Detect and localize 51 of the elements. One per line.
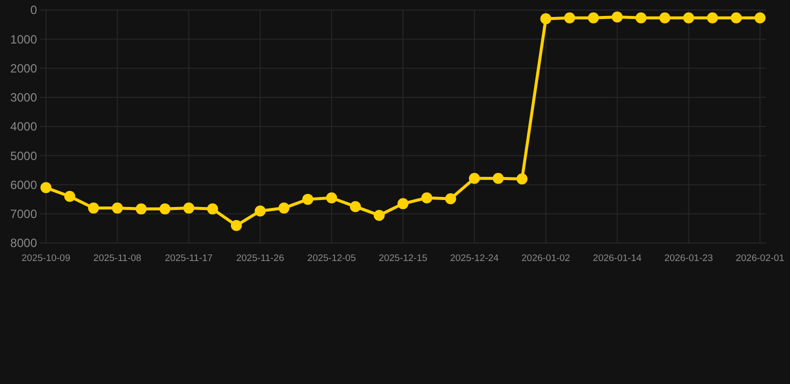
point — [706, 12, 718, 24]
point — [88, 202, 100, 214]
point — [136, 203, 147, 214]
x-tick-label: 2025-11-26 — [236, 253, 284, 264]
y-tick-label: 0 — [30, 3, 38, 18]
point — [659, 12, 670, 24]
point — [516, 173, 528, 184]
point — [754, 12, 766, 24]
y-tick-label: 4000 — [10, 120, 38, 134]
point — [230, 220, 242, 232]
y-tick-label: 6000 — [10, 178, 38, 192]
x-tick-label: 2025-11-17 — [164, 253, 213, 264]
point — [398, 198, 408, 210]
point — [64, 190, 76, 202]
x-tick-label: 2026-02-01 — [736, 253, 784, 264]
point — [112, 202, 123, 214]
point — [683, 12, 694, 24]
point — [492, 172, 504, 184]
y-tick-label: 8000 — [10, 236, 38, 250]
y-tick-label: 5000 — [10, 148, 38, 163]
x-tick-label: 2026-01-02 — [522, 253, 570, 264]
point — [540, 13, 552, 24]
point — [278, 202, 290, 214]
y-tick-label: 2000 — [10, 61, 38, 76]
x-tick-label: 2025-12-24 — [450, 253, 499, 264]
point — [588, 12, 599, 24]
point — [159, 203, 170, 214]
point — [302, 194, 314, 205]
point — [350, 201, 361, 212]
y-tick-label: 3000 — [10, 90, 38, 105]
x-tick-label: 2025-12-15 — [378, 253, 428, 264]
x-tick-label: 2026-01-14 — [592, 253, 642, 264]
point — [254, 205, 266, 216]
point — [612, 11, 623, 22]
point — [468, 172, 480, 184]
y-tick-label: 7000 — [10, 207, 38, 222]
x-tick-label: 2025-11-08 — [93, 253, 142, 264]
point — [374, 210, 385, 221]
x-tick-label: 2025-12-05 — [307, 253, 356, 264]
point — [730, 12, 742, 24]
point — [40, 182, 52, 194]
point — [564, 12, 576, 24]
x-tick-label: 2026-01-23 — [664, 253, 713, 264]
point — [636, 12, 647, 24]
point — [445, 193, 456, 204]
y-tick-label: 1000 — [10, 32, 38, 46]
x-tick-label: 2025-10-09 — [22, 253, 70, 264]
point — [326, 192, 338, 204]
point — [207, 203, 218, 214]
point — [183, 202, 194, 214]
point — [421, 192, 432, 204]
